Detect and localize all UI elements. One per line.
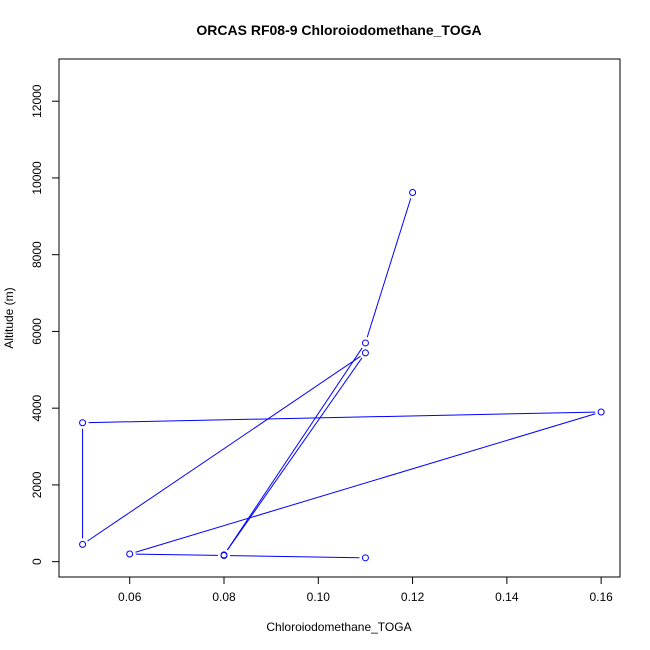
data-point: [361, 339, 369, 347]
y-tick-label: 10000: [30, 161, 44, 195]
series-segment: [229, 555, 360, 559]
x-tick-label: 0.12: [401, 590, 425, 604]
series-segment: [87, 355, 361, 542]
chart-title: ORCAS RF08-9 Chloroiodomethane_TOGA: [196, 22, 481, 38]
y-tick-label: 2000: [30, 471, 44, 498]
series-segment: [366, 198, 412, 338]
x-tick-label: 0.14: [495, 590, 519, 604]
y-tick-label: 6000: [30, 318, 44, 345]
data-point: [409, 189, 417, 197]
y-tick-label: 4000: [30, 395, 44, 422]
data-point: [126, 550, 134, 558]
data-point: [79, 540, 87, 548]
series-segment: [135, 553, 219, 556]
series-segment: [226, 347, 363, 551]
x-tick-label: 0.16: [589, 590, 613, 604]
y-tick-label: 8000: [30, 241, 44, 268]
x-tick-label: 0.06: [118, 590, 142, 604]
data-point: [361, 554, 369, 562]
y-tick-label: 12000: [30, 84, 44, 118]
x-tick-label: 0.10: [307, 590, 331, 604]
series-segment: [135, 413, 596, 553]
data-point: [597, 408, 605, 416]
y-tick-label: 0: [30, 558, 44, 565]
data-point: [79, 419, 87, 427]
y-axis-label: Altitude (m): [2, 287, 16, 348]
series-segment: [227, 357, 363, 551]
x-axis: 0.06 0.08 0.10 0.12 0.14 0.16: [118, 576, 613, 604]
x-tick-label: 0.08: [212, 590, 236, 604]
y-axis: 0 2000 4000 6000 8000 10000 12000: [30, 84, 60, 565]
plot-area-frame: [58, 58, 621, 578]
series-layer: [79, 189, 605, 562]
x-axis-label: Chloroiodomethane_TOGA: [266, 620, 411, 634]
data-point: [361, 349, 369, 357]
series-segment: [88, 411, 596, 424]
data-point: [220, 552, 228, 560]
